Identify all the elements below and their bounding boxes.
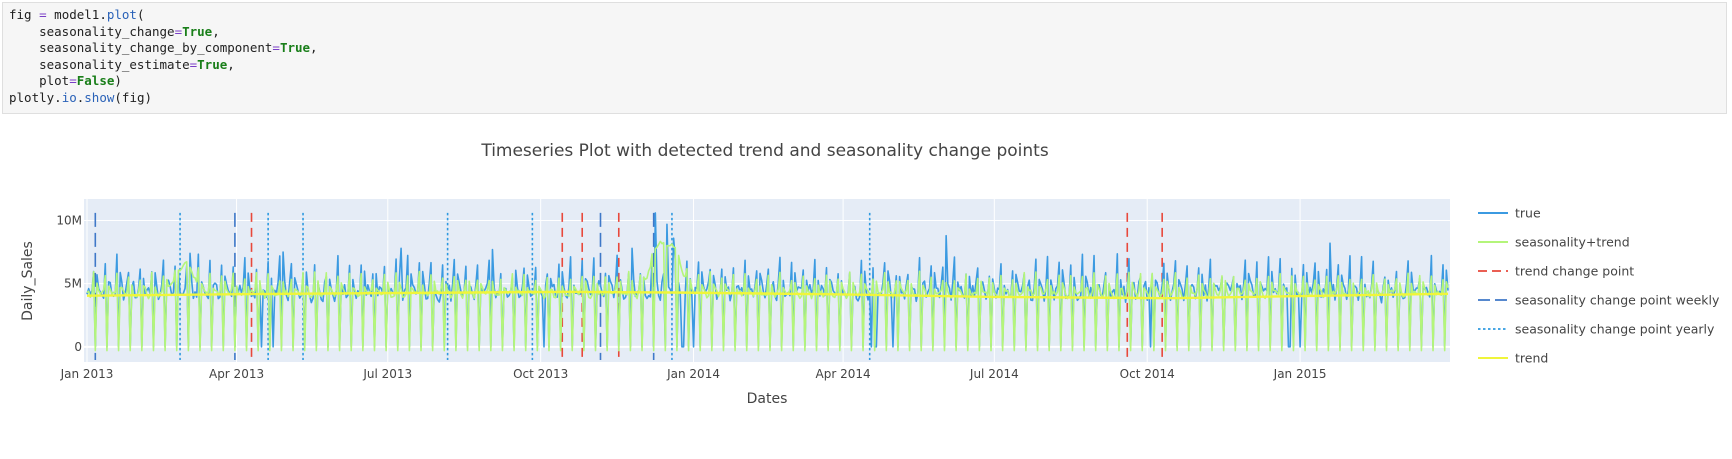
- x-tick-label: Jul 2014: [969, 367, 1019, 381]
- legend-item[interactable]: trend: [1478, 351, 1548, 366]
- y-tick-label: 0: [74, 340, 82, 354]
- code-editor[interactable]: fig = model1.plot( seasonality_change=Tr…: [9, 7, 1720, 106]
- x-tick-label: Jul 2013: [362, 367, 412, 381]
- code-line: seasonality_change=True,: [9, 24, 1720, 41]
- code-token: (fig): [114, 89, 153, 105]
- timeseries-chart: Timeseries Plot with detected trend and …: [20, 141, 1720, 407]
- code-token: =: [69, 73, 77, 88]
- code-token: seasonality_change_by_component: [9, 40, 273, 55]
- code-token: plot: [9, 73, 70, 88]
- x-axis-ticks: Jan 2013 Apr 2013 Jul 2013 Oct 2013 Jan 2014…: [60, 367, 1327, 381]
- code-token: seasonality_estimate: [9, 56, 190, 72]
- code-token: True: [182, 23, 213, 39]
- series-trend-line: [86, 290, 1449, 300]
- y-axis-ticks: 0 5M 10M: [56, 213, 82, 353]
- x-tick-label: Oct 2013: [513, 367, 568, 381]
- y-axis-title: Daily_Sales: [20, 241, 36, 321]
- code-line: seasonality_estimate=True,: [9, 57, 1720, 74]
- series-lines: [86, 212, 1449, 352]
- code-token: (: [136, 7, 145, 22]
- code-token: ,: [227, 56, 235, 72]
- legend-item[interactable]: true: [1478, 206, 1541, 221]
- code-token: True: [197, 56, 228, 72]
- legend-item[interactable]: seasonality change point weekly: [1478, 293, 1720, 308]
- y-tick-label: 5M: [64, 277, 82, 291]
- legend-item[interactable]: trend change point: [1478, 264, 1634, 279]
- code-token: plot: [106, 7, 137, 22]
- series-seasonality-trend-line: [86, 240, 1449, 352]
- legend-label: true: [1515, 206, 1541, 221]
- chart-title: Timeseries Plot with detected trend and …: [480, 141, 1048, 161]
- code-token: seasonality_change: [9, 23, 175, 39]
- y-tick-label: 10M: [56, 213, 82, 227]
- code-token: .: [76, 89, 85, 105]
- legend[interactable]: true seasonality+trend trend change point s…: [1478, 206, 1720, 366]
- code-token: fig: [9, 7, 40, 22]
- x-tick-label: Jan 2013: [60, 367, 114, 381]
- plot-area[interactable]: [84, 199, 1450, 362]
- code-cell[interactable]: fig = model1.plot( seasonality_change=Tr…: [2, 2, 1727, 114]
- legend-label: seasonality change point weekly: [1515, 293, 1720, 308]
- legend-label: trend: [1515, 351, 1548, 366]
- code-token: =: [272, 40, 280, 55]
- code-token: =: [174, 23, 183, 39]
- code-line: fig = model1.plot(: [9, 7, 1720, 24]
- code-token: plotly.: [9, 89, 62, 105]
- x-tick-label: Jan 2015: [1273, 367, 1327, 381]
- legend-label: seasonality+trend: [1515, 235, 1630, 250]
- code-token: ,: [212, 23, 220, 39]
- x-tick-label: Oct 2014: [1120, 367, 1175, 381]
- code-token: =: [39, 7, 47, 22]
- x-axis-title: Dates: [747, 391, 788, 407]
- x-tick-label: Apr 2013: [209, 367, 264, 381]
- x-tick-label: Apr 2014: [816, 367, 871, 381]
- code-line: seasonality_change_by_component=True,: [9, 40, 1720, 57]
- legend-label: seasonality change point yearly: [1515, 322, 1715, 337]
- code-token: =: [189, 56, 198, 72]
- code-token: show: [84, 89, 115, 105]
- legend-item[interactable]: seasonality change point yearly: [1478, 322, 1715, 337]
- code-line: plot=False): [9, 73, 1720, 90]
- legend-label: trend change point: [1515, 264, 1634, 279]
- x-tick-label: Jan 2014: [666, 367, 720, 381]
- code-token: io: [61, 89, 77, 105]
- legend-item[interactable]: seasonality+trend: [1478, 235, 1630, 250]
- code-token: True: [279, 40, 311, 55]
- code-token: model1.: [46, 7, 107, 22]
- code-token: ,: [310, 40, 318, 55]
- code-line: plotly.io.show(fig): [9, 90, 1720, 107]
- code-token: False: [76, 73, 115, 88]
- code-token: ): [114, 73, 122, 88]
